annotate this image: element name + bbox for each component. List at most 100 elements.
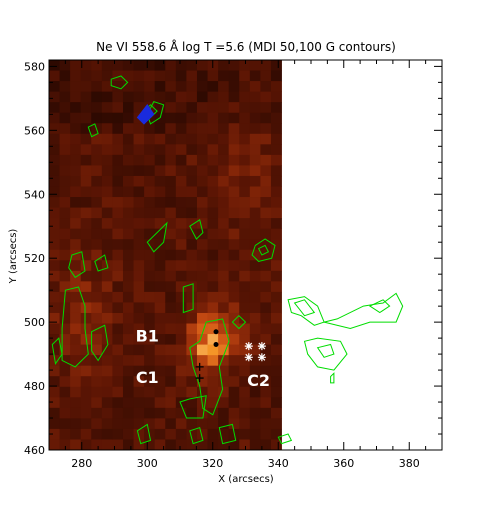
heatmap-cell	[218, 186, 230, 198]
heatmap-cell	[175, 123, 187, 135]
heatmap-cell	[112, 355, 124, 367]
heatmap-cell	[122, 144, 134, 156]
heatmap-cell	[260, 428, 272, 440]
heatmap-cell	[133, 239, 145, 251]
heatmap-cell	[239, 334, 251, 345]
heatmap-cell	[80, 291, 92, 303]
heatmap-cell	[49, 344, 60, 356]
heatmap-cell	[228, 386, 240, 398]
heatmap-cell	[218, 133, 230, 145]
heatmap-cell	[175, 418, 187, 430]
heatmap-cell	[270, 60, 282, 71]
heatmap-cell	[207, 334, 219, 345]
contour-line	[136, 423, 152, 445]
heatmap-cell	[207, 428, 219, 440]
heatmap-cell	[239, 102, 251, 114]
heatmap-cell	[165, 376, 177, 388]
heatmap-cell	[70, 81, 82, 93]
heatmap-cell	[133, 218, 145, 230]
heatmap-cell	[49, 175, 60, 187]
heatmap-cell	[260, 376, 272, 388]
heatmap-cell	[186, 291, 198, 303]
heatmap-cell	[175, 239, 187, 251]
heatmap-cell	[175, 323, 187, 335]
heatmap-cell	[59, 302, 71, 314]
heatmap-cell	[228, 144, 240, 156]
heatmap-cell	[270, 249, 282, 261]
heatmap-cell	[112, 144, 124, 156]
heatmap-cell	[154, 186, 166, 198]
heatmap-cell	[144, 60, 156, 71]
heatmap-cell	[49, 291, 60, 303]
heatmap-cell	[122, 397, 134, 409]
heatmap-cell	[175, 102, 187, 114]
heatmap-cell	[260, 249, 272, 261]
heatmap-cell	[270, 165, 282, 177]
heatmap-cell	[59, 218, 71, 230]
heatmap-cell	[260, 218, 272, 230]
heatmap-cell	[186, 344, 198, 356]
heatmap-cell	[59, 70, 71, 82]
heatmap-cell	[196, 323, 208, 335]
heatmap-cell	[70, 397, 82, 409]
y-tick-label: 560	[24, 124, 45, 137]
heatmap-cell	[112, 334, 124, 345]
heatmap-cell	[228, 418, 240, 430]
heatmap-cell	[175, 228, 187, 240]
magnetic-contours	[51, 75, 404, 445]
heatmap-cell	[207, 81, 219, 93]
heatmap-cell	[186, 376, 198, 388]
contour-line	[189, 426, 204, 445]
heatmap-cell	[260, 407, 272, 419]
contour-line	[323, 292, 404, 330]
asterisk-marker	[257, 353, 266, 362]
heatmap-cell	[207, 228, 219, 240]
heatmap-cell	[70, 407, 82, 419]
heatmap-cell	[122, 418, 134, 430]
heatmap-cell	[112, 249, 124, 261]
heatmap-cell	[49, 249, 60, 261]
heatmap-cell	[228, 197, 240, 208]
heatmap-cell	[186, 249, 198, 261]
heatmap-cell	[270, 407, 282, 419]
heatmap-cell	[144, 133, 156, 145]
heatmap-cell	[122, 344, 134, 356]
heatmap-cell	[207, 175, 219, 187]
heatmap-cell	[59, 323, 71, 335]
heatmap-cell	[218, 123, 230, 135]
heatmap-cell	[196, 334, 208, 345]
heatmap-cell	[80, 60, 92, 71]
heatmap-cell	[80, 418, 92, 430]
heatmap-cell	[218, 428, 230, 440]
heatmap-cell	[239, 218, 251, 230]
heatmap-cell	[91, 218, 103, 230]
contour-line	[287, 296, 325, 326]
heatmap-cell	[196, 249, 208, 261]
heatmap-cell	[218, 91, 230, 103]
heatmap-cell	[186, 228, 198, 240]
heatmap-cell	[144, 439, 156, 451]
heatmap-cell	[101, 439, 113, 451]
heatmap-cell	[122, 112, 134, 124]
heatmap-cell	[260, 397, 272, 409]
heatmap-cell	[101, 249, 113, 261]
heatmap-cell	[101, 81, 113, 93]
heatmap-cell	[154, 323, 166, 335]
heatmap-cell	[196, 91, 208, 103]
heatmap-cell	[260, 81, 272, 93]
heatmap-cell	[196, 70, 208, 82]
heatmap-cell	[165, 133, 177, 145]
heatmap-cell	[186, 334, 198, 345]
heatmap-cell	[260, 386, 272, 398]
heatmap-cell	[70, 344, 82, 356]
heatmap-cell	[186, 312, 198, 324]
heatmap-cell	[260, 70, 272, 82]
heatmap-cell	[154, 218, 166, 230]
heatmap-cell	[144, 312, 156, 324]
heatmap-cell	[228, 407, 240, 419]
heatmap-cell	[133, 102, 145, 114]
heatmap-cell	[144, 260, 156, 272]
heatmap-cell	[207, 102, 219, 114]
heatmap-cell	[49, 386, 60, 398]
heatmap-cell	[133, 133, 145, 145]
